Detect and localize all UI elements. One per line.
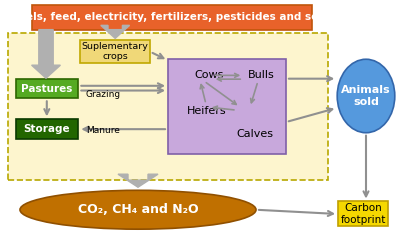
FancyBboxPatch shape [80,40,150,63]
Text: Heifers: Heifers [187,106,227,116]
Text: Pastures: Pastures [21,84,73,94]
FancyBboxPatch shape [168,59,286,154]
FancyBboxPatch shape [16,79,78,98]
FancyBboxPatch shape [16,119,78,139]
Polygon shape [101,25,130,38]
Text: Grazing: Grazing [86,90,121,99]
Ellipse shape [337,59,395,133]
Text: CO₂, CH₄ and N₂O: CO₂, CH₄ and N₂O [78,203,198,216]
Text: Calves: Calves [237,129,274,139]
Text: Suplementary
crops: Suplementary crops [82,42,148,61]
Text: Carbon
footprint: Carbon footprint [340,203,386,225]
Polygon shape [32,30,60,78]
Text: Storage: Storage [24,124,70,134]
FancyBboxPatch shape [338,201,388,226]
FancyBboxPatch shape [32,5,312,30]
Ellipse shape [20,190,256,229]
Text: Animals
sold: Animals sold [341,85,391,107]
Text: Bulls: Bulls [248,70,275,80]
Text: Fuels, feed, electricity, fertilizers, pesticides and seed: Fuels, feed, electricity, fertilizers, p… [12,12,332,22]
Text: Cows: Cows [194,70,223,80]
Polygon shape [118,174,158,187]
Text: Manure: Manure [86,126,120,135]
FancyBboxPatch shape [8,33,328,180]
